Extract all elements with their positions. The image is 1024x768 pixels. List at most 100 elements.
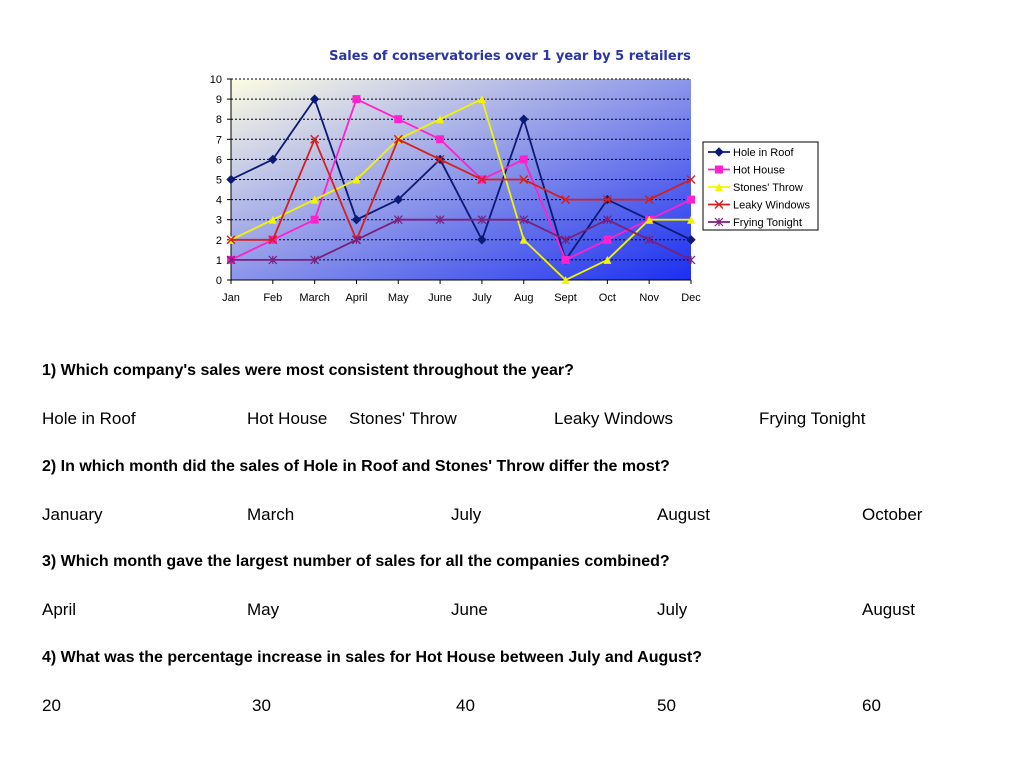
legend-label: Hole in Roof [733,147,794,159]
data-point [352,175,361,184]
legend-marker [715,165,723,174]
y-tick-label: 1 [216,255,222,267]
answer-option[interactable]: May [247,600,280,619]
y-tick-label: 9 [216,94,222,106]
answer-option[interactable]: Hot House [247,409,328,428]
data-point [561,255,570,264]
data-point [477,95,486,104]
data-point [603,255,612,264]
data-point [561,235,570,245]
x-tick-label: March [299,292,330,304]
x-tick-label: May [388,292,409,304]
series-line [230,97,692,262]
answer-option[interactable]: Frying Tonight [759,409,866,428]
y-tick-label: 6 [216,154,222,166]
y-tick-label: 7 [216,134,222,146]
answer-option[interactable]: Leaky Windows [554,409,674,428]
data-point [603,235,612,244]
y-tick-label: 8 [216,114,222,126]
legend-marker [715,183,723,191]
answer-option[interactable]: 50 [657,696,676,715]
data-point [268,235,278,245]
data-point [602,195,612,205]
data-point [436,115,445,124]
legend-label: Leaky Windows [733,200,811,212]
data-point [435,215,445,225]
x-tick-label: Sept [554,292,577,304]
x-tick-label: Aug [514,292,534,304]
data-point [310,195,319,204]
answer-option[interactable]: 60 [862,696,881,715]
data-point [519,215,529,225]
data-point [394,115,403,124]
data-point [519,175,529,184]
answer-option[interactable]: Stones' Throw [349,409,457,428]
answer-row-1: Hole in Roof Hot House Stones' Throw Lea… [0,409,1024,429]
x-tick-label: July [472,292,492,304]
data-point [561,276,570,284]
answer-option[interactable]: January [42,505,103,524]
series-lines [226,94,696,284]
answer-option[interactable]: Hole in Roof [42,409,136,428]
data-point [393,215,403,225]
y-tick-label: 5 [216,175,222,187]
data-point [519,114,529,124]
x-tick-label: Nov [639,292,659,304]
question-4: 4) What was the percentage increase in s… [42,649,703,666]
question-2: 2) In which month did the sales of Hole … [42,458,670,475]
answer-option[interactable]: April [42,600,77,619]
question-3: 3) Which month gave the largest number o… [42,553,670,570]
answer-option[interactable]: October [862,505,923,524]
data-point [644,195,654,205]
axes: 0 1 2 3 4 5 6 7 8 9 10 Jan Feb March April May June July A… [210,74,702,304]
y-tick-label: 4 [216,195,222,207]
y-tick-label: 3 [216,215,222,227]
data-point [226,235,236,245]
data-point [435,154,445,164]
x-tick-label: April [345,292,367,304]
data-point [602,215,612,225]
data-point [644,235,654,245]
x-tick-label: June [428,292,452,304]
answer-option[interactable]: 20 [42,696,61,715]
data-point [477,215,487,225]
x-tick-label: Jan [222,292,240,304]
data-point [393,134,403,144]
answer-row-2: January March July August October [0,505,1024,525]
answer-row-4: 20 30 40 50 60 [0,696,1024,716]
x-tick-label: Feb [263,292,282,304]
legend-label: Stones' Throw [733,182,803,194]
legend: Hole in Roof Hot House Stones' Throw Leaky … [702,141,819,231]
legend-marker [714,200,724,209]
data-point [310,215,319,224]
answer-option[interactable]: June [451,600,488,619]
answer-option[interactable]: 30 [252,696,271,715]
answer-option[interactable]: July [451,505,482,524]
answer-row-3: April May June July August [0,600,1024,620]
data-point [686,255,696,265]
line-chart: Sales of conservatories over 1 year by 5… [0,0,1024,330]
data-point [226,255,236,265]
data-point [686,235,696,245]
question-1: 1) Which company's sales were most consi… [42,362,574,379]
data-point [226,174,236,185]
data-point [477,235,487,245]
data-point [352,235,361,245]
series-line [231,218,692,261]
legend-marker [714,217,724,227]
answer-option[interactable]: August [657,505,710,524]
answer-option[interactable]: 40 [456,696,475,715]
legend-marker [714,147,724,157]
data-point [519,235,528,244]
answer-option[interactable]: August [862,600,915,619]
data-point [645,215,654,224]
series-line [230,97,692,262]
legend-label: Hot House [733,165,785,177]
chart-title: Sales of conservatories over 1 year by 5… [329,49,691,64]
data-point [686,175,696,184]
answer-option[interactable]: July [657,600,688,619]
data-point [519,155,528,164]
answer-option[interactable]: March [247,505,295,524]
y-tick-label: 0 [216,275,222,287]
y-tick-label: 10 [210,74,222,86]
